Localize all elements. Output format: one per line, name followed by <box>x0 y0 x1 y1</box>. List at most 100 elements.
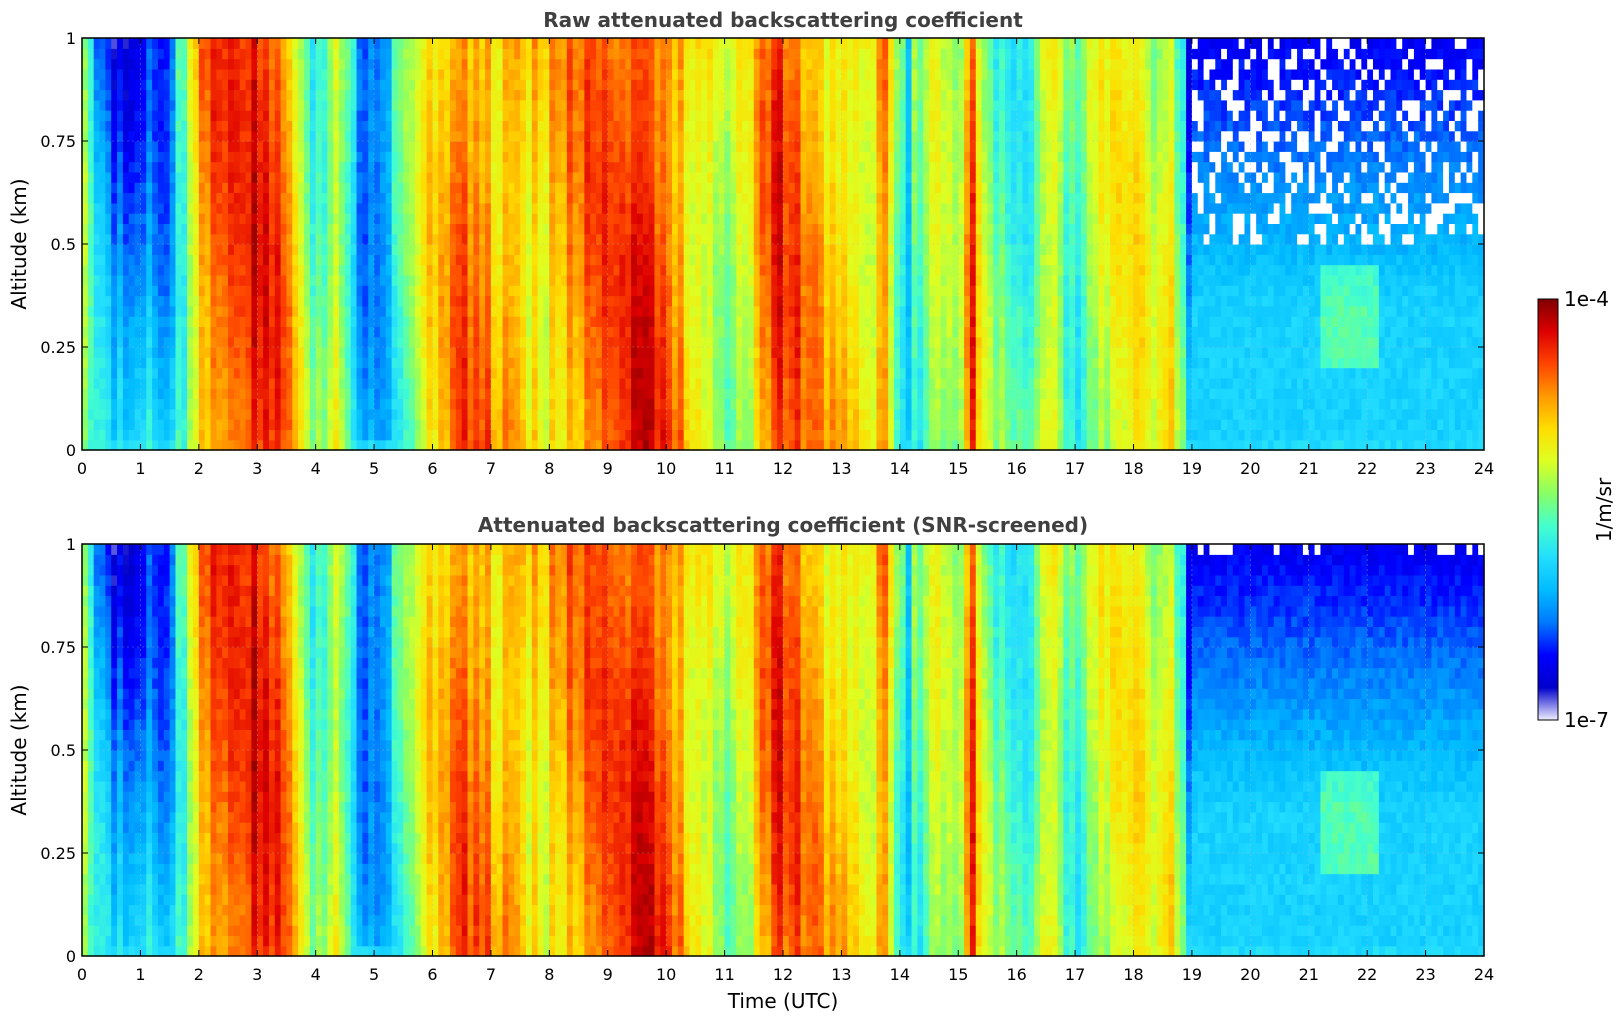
heatmap-cell <box>467 398 474 410</box>
heatmap-cell <box>111 316 118 327</box>
heatmap-cell <box>105 326 112 338</box>
heatmap-cell <box>759 254 767 266</box>
heatmap-cell <box>549 336 556 348</box>
heatmap-cell <box>122 274 130 286</box>
heatmap-cell <box>268 254 276 266</box>
heatmap-cell <box>333 439 340 451</box>
heatmap-cell <box>485 347 492 358</box>
heatmap-cell <box>636 233 644 245</box>
heatmap-cell <box>169 79 177 91</box>
heatmap-cell <box>666 79 673 91</box>
heatmap-cell <box>742 419 749 430</box>
heatmap-cell <box>701 408 708 420</box>
heatmap-cell <box>514 130 521 142</box>
heatmap-cell <box>99 233 106 245</box>
heatmap-cell <box>771 130 778 142</box>
heatmap-cell <box>473 408 480 420</box>
heatmap-cell <box>742 213 749 224</box>
heatmap-cell <box>152 99 159 111</box>
heatmap-cell <box>742 439 749 451</box>
heatmap-cell <box>508 398 515 410</box>
heatmap-cell <box>268 295 276 307</box>
heatmap-cell <box>531 336 539 348</box>
heatmap-cell <box>584 68 591 80</box>
heatmap-cell <box>642 439 650 451</box>
heatmap-cell <box>514 439 521 451</box>
heatmap-cell <box>157 316 165 327</box>
heatmap-cell <box>566 295 574 307</box>
heatmap-cell <box>613 244 621 255</box>
heatmap-cell <box>607 419 615 430</box>
heatmap-cell <box>233 316 241 327</box>
heatmap-cell <box>747 99 755 111</box>
heatmap-cell <box>689 171 696 183</box>
heatmap-cell <box>403 367 410 379</box>
heatmap-cell <box>578 151 585 163</box>
heatmap-cell <box>689 182 696 194</box>
heatmap-cell <box>783 223 790 235</box>
heatmap-cell <box>707 347 714 358</box>
heatmap-cell <box>379 388 387 400</box>
heatmap-cell <box>105 357 112 369</box>
heatmap-cell <box>420 336 428 348</box>
heatmap-cell <box>619 223 626 235</box>
heatmap-cell <box>111 58 118 70</box>
heatmap-cell <box>794 38 802 49</box>
heatmap-cell <box>765 120 772 132</box>
heatmap-cell <box>426 367 434 379</box>
heatmap-cell <box>631 192 638 204</box>
heatmap-cell <box>607 254 615 266</box>
heatmap-cell <box>450 326 457 338</box>
heatmap-cell <box>233 141 241 152</box>
heatmap-cell <box>806 377 813 389</box>
heatmap-cell <box>777 254 784 266</box>
heatmap-cell <box>432 79 439 91</box>
heatmap-cell <box>192 110 200 121</box>
heatmap-cell <box>163 182 171 194</box>
heatmap-cell <box>379 89 387 101</box>
heatmap-cell <box>187 141 194 152</box>
heatmap-cell <box>303 223 311 235</box>
heatmap-cell <box>134 48 142 60</box>
heatmap-cell <box>187 99 194 111</box>
heatmap-cell <box>99 141 106 152</box>
heatmap-cell <box>607 110 615 121</box>
heatmap-cell <box>356 377 363 389</box>
heatmap-cell <box>613 38 621 49</box>
heatmap-cell <box>263 99 270 111</box>
heatmap-cell <box>683 357 691 369</box>
heatmap-cell <box>718 151 726 163</box>
heatmap-cell <box>216 305 223 317</box>
heatmap-cell <box>157 233 165 245</box>
heatmap-cell <box>496 202 504 214</box>
heatmap-cell <box>596 151 603 163</box>
heatmap-cell <box>93 192 101 204</box>
heatmap-cell <box>485 264 492 276</box>
heatmap-cell <box>426 419 434 430</box>
heatmap-cell <box>327 336 334 348</box>
heatmap-cell <box>742 408 749 420</box>
heatmap-cell <box>759 79 767 91</box>
heatmap-cell <box>280 171 288 183</box>
heatmap-cell <box>409 79 416 91</box>
heatmap-cell <box>549 367 556 379</box>
heatmap-cell <box>672 244 679 255</box>
heatmap-cell <box>409 429 416 441</box>
heatmap-cell <box>82 336 89 348</box>
heatmap-cell <box>467 439 474 451</box>
heatmap-cell <box>490 233 498 245</box>
heatmap-cell <box>642 171 650 183</box>
heatmap-cell <box>561 316 568 327</box>
heatmap-cell <box>374 171 381 183</box>
heatmap-cell <box>712 202 720 214</box>
heatmap-cell <box>724 68 732 80</box>
heatmap-cell <box>666 182 673 194</box>
heatmap-cell <box>742 99 749 111</box>
heatmap-cell <box>736 233 743 245</box>
heatmap-cell <box>350 213 358 224</box>
heatmap-cell <box>117 141 124 152</box>
heatmap-cell <box>654 316 661 327</box>
heatmap-cell <box>479 68 486 80</box>
heatmap-cell <box>508 213 515 224</box>
heatmap-cell <box>245 99 253 111</box>
